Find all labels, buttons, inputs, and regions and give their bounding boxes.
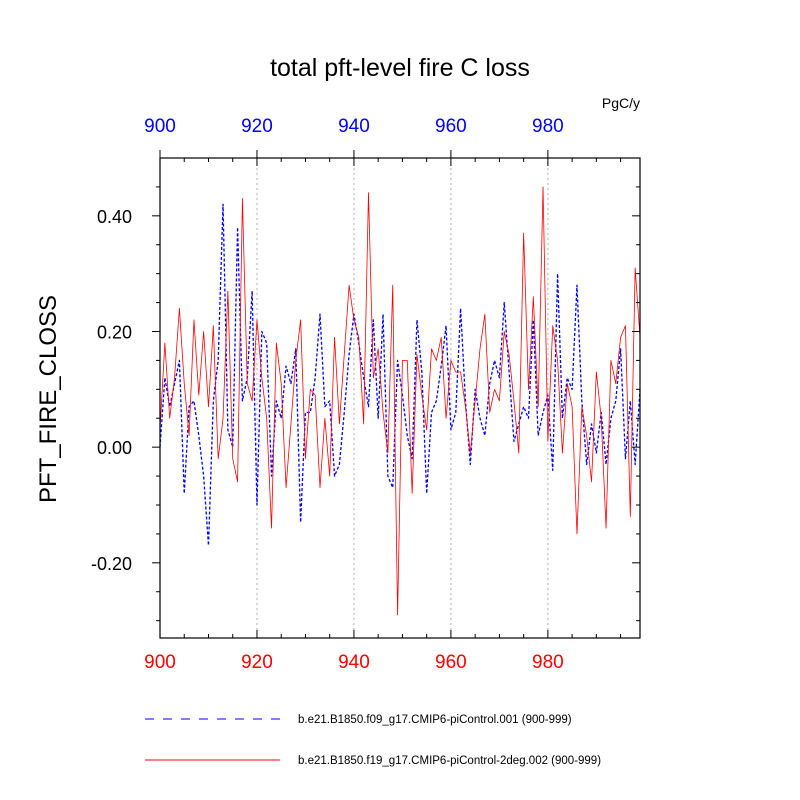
top-x-tick-label: 940 bbox=[338, 116, 370, 137]
y-tick-label: 0.20 bbox=[97, 322, 132, 342]
y-axis-label: PFT_FIRE_CLOSS bbox=[35, 295, 62, 503]
x-tick-label: 920 bbox=[241, 652, 273, 673]
x-tick-label: 940 bbox=[338, 652, 370, 673]
series-line-1 bbox=[159, 203, 641, 547]
legend: b.e21.B1850.f09_g17.CMIP6-piControl.001 … bbox=[145, 714, 601, 767]
top-x-tick-label: 900 bbox=[144, 116, 176, 137]
x-tick-label: 960 bbox=[435, 652, 467, 673]
plot-frame bbox=[159, 157, 641, 639]
top-x-tick-label: 960 bbox=[435, 116, 467, 137]
legend-label-1: b.e21.B1850.f09_g17.CMIP6-piControl.001 … bbox=[298, 714, 572, 726]
units-label: PgC/y bbox=[602, 95, 640, 111]
x-tick-label: 900 bbox=[144, 652, 176, 673]
top-x-tick-label: 980 bbox=[532, 116, 564, 137]
top-x-tick-label: 920 bbox=[241, 116, 273, 137]
series-layer bbox=[159, 186, 641, 616]
series-line-2 bbox=[159, 186, 641, 616]
y-tick-label: -0.20 bbox=[91, 554, 132, 574]
chart-title: total pft-level fire C loss bbox=[270, 54, 530, 82]
gridlines bbox=[256, 158, 549, 638]
y-tick-label: 0.40 bbox=[97, 207, 132, 227]
axes: 900 920 940 960 980 900 920 940 960 980 0.40 0.20 0.… bbox=[91, 116, 641, 673]
x-tick-label: 980 bbox=[532, 652, 564, 673]
legend-label-2: b.e21.B1850.f19_g17.CMIP6-piControl-2deg… bbox=[298, 755, 601, 767]
y-tick-label: 0.00 bbox=[97, 438, 132, 458]
